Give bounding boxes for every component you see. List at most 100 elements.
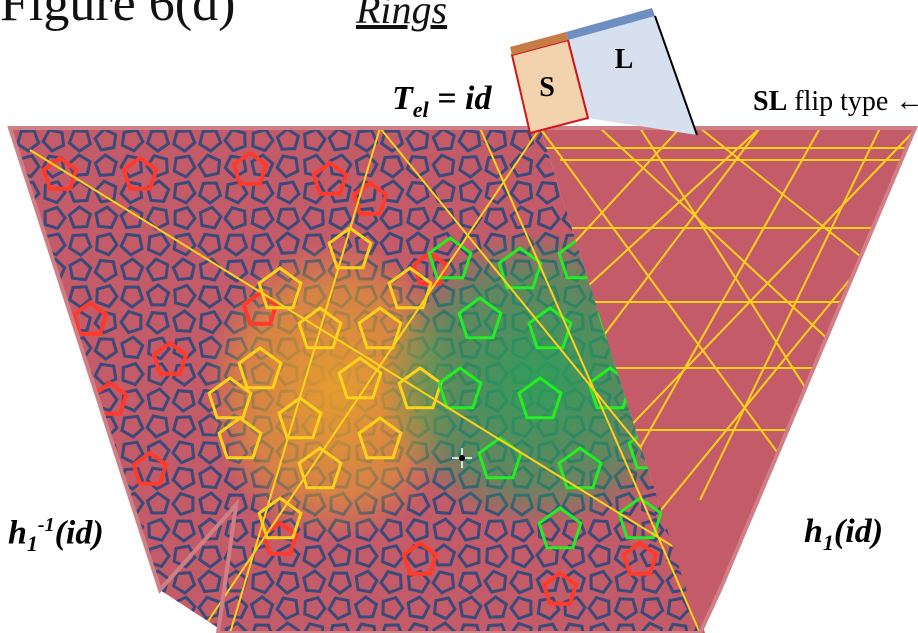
overlay-line <box>479 128 700 633</box>
pattern-pentagon <box>224 595 249 620</box>
pattern-pentagon <box>537 206 561 231</box>
pattern-pentagon <box>95 232 119 257</box>
pattern-pentagon <box>379 231 404 256</box>
pattern-pentagon <box>509 129 535 153</box>
pattern-pentagon <box>94 465 119 490</box>
pattern-pentagon <box>17 413 41 439</box>
pattern-pentagon <box>587 543 611 569</box>
pattern-pentagon <box>459 205 483 231</box>
pattern-pentagon <box>119 543 144 568</box>
pattern-pentagon <box>251 128 275 153</box>
s-tile-label: S <box>539 72 555 103</box>
pattern-pentagon <box>173 205 197 231</box>
pattern-pentagon <box>171 309 197 333</box>
pattern-pentagon <box>483 595 509 619</box>
yellow-ring <box>217 416 263 460</box>
pattern-pentagon <box>15 596 40 621</box>
pattern-pentagon <box>250 232 275 257</box>
pattern-pentagon <box>535 569 560 593</box>
pattern-pentagon <box>250 180 275 205</box>
pattern-pentagon <box>275 207 301 231</box>
pattern-pentagon <box>95 283 119 309</box>
pattern-pentagon <box>275 621 301 633</box>
pattern-pentagon <box>41 570 66 595</box>
pattern-pentagon <box>172 154 197 179</box>
pattern-pentagon <box>119 232 144 257</box>
pattern-pentagon <box>67 129 93 153</box>
s-tile-edge <box>567 39 589 119</box>
pattern-pentagon <box>147 336 171 361</box>
pattern-pentagon <box>535 543 559 568</box>
outer-border <box>7 126 918 633</box>
pattern-pentagon <box>457 517 482 542</box>
yellow-ring <box>277 396 323 440</box>
t-el-label: Tel = id <box>392 80 492 122</box>
pattern-pentagon <box>119 285 145 309</box>
pattern-pentagon <box>536 596 561 621</box>
pattern-pentagon <box>224 518 249 543</box>
red-ring <box>131 450 169 486</box>
pattern-pentagon <box>223 493 249 517</box>
pattern-pentagon <box>67 233 93 257</box>
pattern-pentagon <box>120 335 145 360</box>
pattern-pentagon <box>171 415 197 439</box>
red-ring <box>41 155 79 191</box>
pattern-pentagon <box>405 180 430 205</box>
red-ring <box>541 570 579 606</box>
pattern-pentagon <box>613 597 639 621</box>
pattern-pentagon <box>223 154 248 179</box>
pattern-pentagon <box>93 310 118 335</box>
pattern-pentagon <box>380 155 405 179</box>
pattern-pentagon <box>432 621 457 633</box>
pattern-pentagon <box>303 128 327 152</box>
pattern-pentagon <box>536 622 561 633</box>
pattern-pentagon <box>68 257 93 282</box>
pattern-pentagon <box>15 205 39 231</box>
pattern-pentagon <box>41 413 65 439</box>
pattern-pentagon <box>67 414 92 439</box>
pattern-pentagon <box>327 179 352 204</box>
overlay-line <box>229 128 381 633</box>
pattern-pentagon <box>302 569 327 593</box>
pattern-pentagon <box>41 493 67 517</box>
red-ring <box>311 160 349 196</box>
pattern-pentagon <box>93 362 118 387</box>
pattern-pentagon <box>223 205 247 231</box>
pattern-pentagon <box>172 232 197 257</box>
pattern-pentagon <box>458 595 483 620</box>
pattern-pentagon <box>405 128 430 152</box>
pattern-pentagon <box>43 595 67 621</box>
pattern-pentagon <box>15 467 40 491</box>
pattern-pentagon <box>16 570 41 595</box>
pattern-pentagon <box>379 205 403 231</box>
pattern-pentagon <box>327 596 352 621</box>
pattern-pentagon <box>119 257 145 281</box>
pattern-pentagon <box>431 543 457 567</box>
pattern-pentagon <box>484 180 509 205</box>
pattern-pentagon <box>354 153 379 178</box>
pattern-pentagon <box>328 206 353 231</box>
red-ring <box>151 340 189 376</box>
pattern-pentagon <box>121 361 145 387</box>
pattern-pentagon <box>119 570 144 595</box>
pattern-pentagon <box>509 621 533 633</box>
pattern-pentagon <box>171 257 196 282</box>
pattern-pentagon <box>145 311 170 335</box>
pattern-pentagon <box>120 440 145 465</box>
pattern-pentagon <box>457 623 483 633</box>
pattern-pentagon <box>199 310 223 335</box>
yellow-ring <box>257 266 303 310</box>
pattern-pentagon <box>121 596 145 621</box>
pattern-pentagon <box>197 285 223 309</box>
pattern-pentagon <box>41 388 66 413</box>
pattern-pentagon <box>381 543 405 569</box>
pattern-pentagon <box>120 128 145 153</box>
pattern-pentagon <box>405 517 429 543</box>
pattern-pentagon <box>171 440 196 465</box>
pattern-pentagon <box>172 180 197 205</box>
h-inverse-label: h1-1(id) <box>8 514 104 557</box>
pattern-pentagon <box>198 491 223 515</box>
pattern-pentagon <box>94 205 119 230</box>
pattern-pentagon <box>15 493 41 517</box>
green-ring <box>427 236 473 280</box>
